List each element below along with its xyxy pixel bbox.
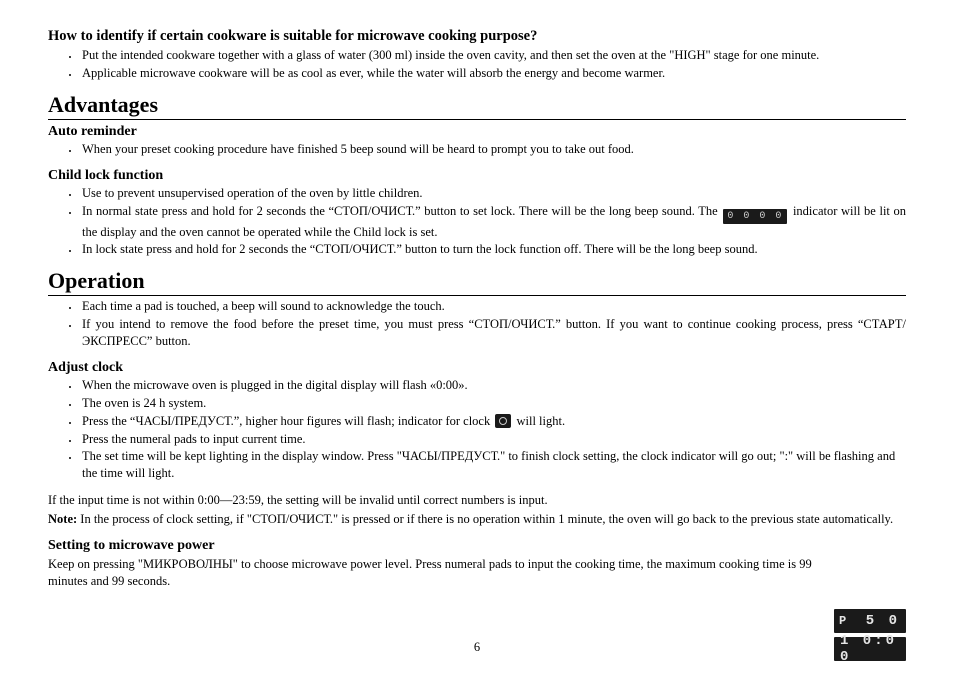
page-number: 6: [0, 640, 954, 655]
list-item: Put the intended cookware together with …: [80, 47, 906, 64]
adjust-clock-after: If the input time is not within 0:00—23:…: [48, 492, 906, 509]
lcd-digits: 1 0:0 0: [840, 633, 900, 665]
child-lock-list: Use to prevent unsupervised operation of…: [48, 185, 906, 259]
section-operation: Operation: [48, 268, 906, 296]
list-item: The oven is 24 h system.: [80, 395, 906, 412]
list-item: Each time a pad is touched, a beep will …: [80, 298, 906, 315]
lcd-display-stack: P 5 0 1 0:0 0: [834, 605, 906, 661]
list-item: If you intend to remove the food before …: [80, 316, 906, 350]
text-fragment: Press the “ЧАСЫ/ПРЕДУСТ.”, higher hour f…: [82, 414, 493, 428]
cookware-question: How to identify if certain cookware is s…: [48, 28, 906, 45]
text-fragment: will light.: [516, 414, 565, 428]
list-item: The set time will be kept lighting in th…: [80, 448, 906, 482]
operation-intro-list: Each time a pad is touched, a beep will …: [48, 298, 906, 350]
list-item: In lock state press and hold for 2 secon…: [80, 241, 906, 258]
lcd-digits: 5 0: [866, 613, 900, 629]
document-page: How to identify if certain cookware is s…: [0, 0, 954, 590]
list-item: Press the “ЧАСЫ/ПРЕДУСТ.”, higher hour f…: [80, 413, 906, 430]
text-fragment: In normal state press and hold for 2 sec…: [82, 204, 721, 218]
subhead-adjust-clock: Adjust clock: [48, 360, 906, 376]
auto-reminder-list: When your preset cooking procedure have …: [48, 141, 906, 158]
list-item: Use to prevent unsupervised operation of…: [80, 185, 906, 202]
lcd-display-time: 1 0:0 0: [834, 637, 906, 661]
list-item: When the microwave oven is plugged in th…: [80, 377, 906, 394]
note-text: In the process of clock setting, if "СТО…: [77, 512, 893, 526]
list-item: Applicable microwave cookware will be as…: [80, 65, 906, 82]
adjust-clock-list: When the microwave oven is plugged in th…: [48, 377, 906, 482]
list-item: When your preset cooking procedure have …: [80, 141, 906, 158]
microwave-power-text: Keep on pressing "МИКРОВОЛНЫ" to choose …: [48, 556, 828, 590]
section-advantages: Advantages: [48, 92, 906, 120]
subhead-child-lock: Child lock function: [48, 168, 906, 184]
subhead-auto-reminder: Auto reminder: [48, 124, 906, 140]
note-label: Note:: [48, 512, 77, 526]
lcd-lock-indicator-icon: 0 0 0 0: [723, 209, 787, 224]
cookware-list: Put the intended cookware together with …: [48, 47, 906, 82]
list-item: Press the numeral pads to input current …: [80, 431, 906, 448]
list-item: In normal state press and hold for 2 sec…: [80, 203, 906, 241]
lcd-left-glyph: P: [839, 614, 846, 628]
clock-indicator-icon: [495, 414, 511, 428]
lcd-display-power: P 5 0: [834, 609, 906, 633]
subhead-microwave-power: Setting to microwave power: [48, 538, 906, 554]
adjust-clock-note: Note: In the process of clock setting, i…: [48, 511, 906, 528]
